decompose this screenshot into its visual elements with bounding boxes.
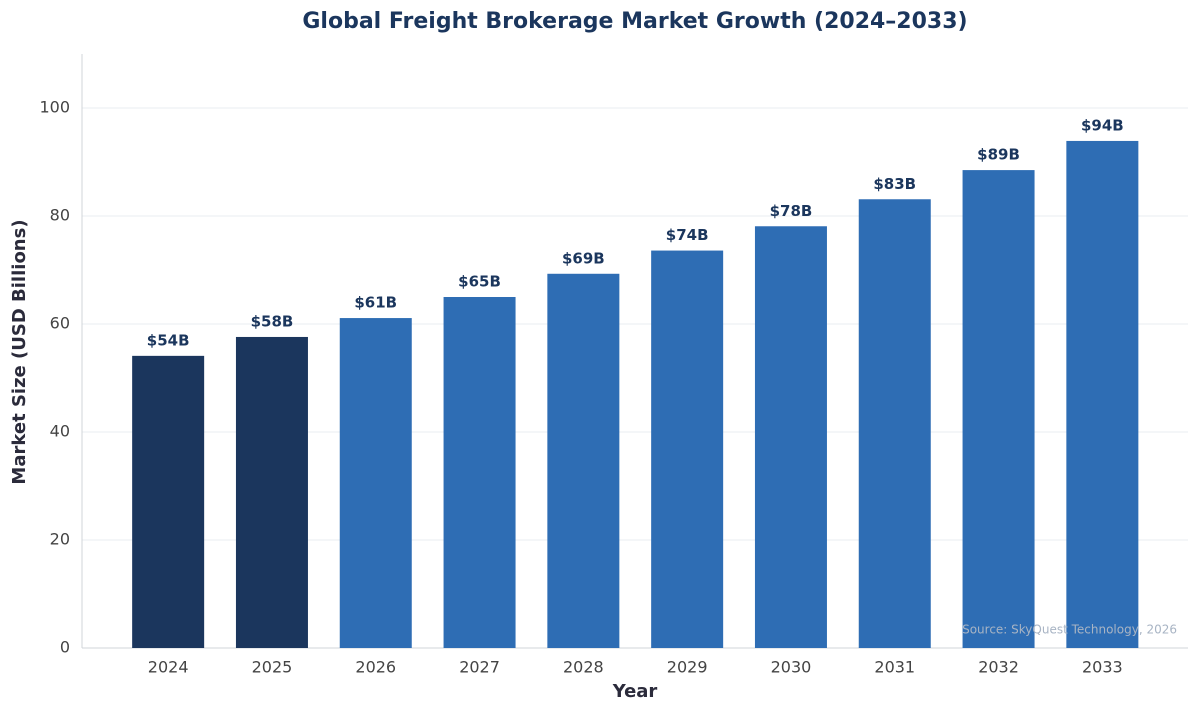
value-label: $58B — [251, 312, 294, 330]
value-label: $65B — [458, 273, 501, 291]
chart-title: Global Freight Brokerage Market Growth (… — [302, 9, 967, 34]
value-label: $94B — [1081, 116, 1124, 134]
x-tick-label: 2025 — [252, 658, 293, 677]
x-tick-label: 2027 — [459, 658, 500, 677]
bar — [651, 250, 724, 648]
value-label: $54B — [147, 331, 190, 349]
x-tick-label: 2024 — [148, 658, 189, 677]
bar — [547, 273, 620, 648]
x-tick-label: 2028 — [563, 658, 604, 677]
value-label: $78B — [770, 202, 813, 220]
y-tick-label: 100 — [39, 98, 70, 117]
value-label: $69B — [562, 249, 605, 267]
value-label: $89B — [977, 146, 1020, 164]
bar — [235, 336, 308, 648]
annotation: Source: SkyQuest Technology, 2026 — [962, 623, 1177, 637]
bar — [132, 355, 205, 648]
bar — [962, 170, 1035, 648]
bar — [339, 318, 412, 648]
value-label: $61B — [354, 294, 397, 312]
y-tick-label: 40 — [50, 422, 70, 441]
x-axis-label: Year — [612, 681, 658, 702]
x-tick-label: 2033 — [1082, 658, 1123, 677]
bar — [443, 297, 516, 648]
x-tick-label: 2026 — [355, 658, 396, 677]
x-tick-label: 2031 — [874, 658, 915, 677]
y-tick-label: 60 — [50, 314, 70, 333]
x-tick-label: 2030 — [771, 658, 812, 677]
bar — [858, 199, 931, 648]
x-tick-label: 2032 — [978, 658, 1019, 677]
y-axis-label: Market Size (USD Billions) — [9, 219, 30, 484]
bar — [1066, 140, 1139, 648]
y-tick-label: 20 — [50, 530, 70, 549]
y-tick-label: 80 — [50, 206, 70, 225]
value-label: $74B — [666, 226, 709, 244]
x-tick-label: 2029 — [667, 658, 708, 677]
value-label: $83B — [873, 175, 916, 193]
y-tick-label: 0 — [60, 638, 70, 657]
bar — [754, 226, 827, 648]
